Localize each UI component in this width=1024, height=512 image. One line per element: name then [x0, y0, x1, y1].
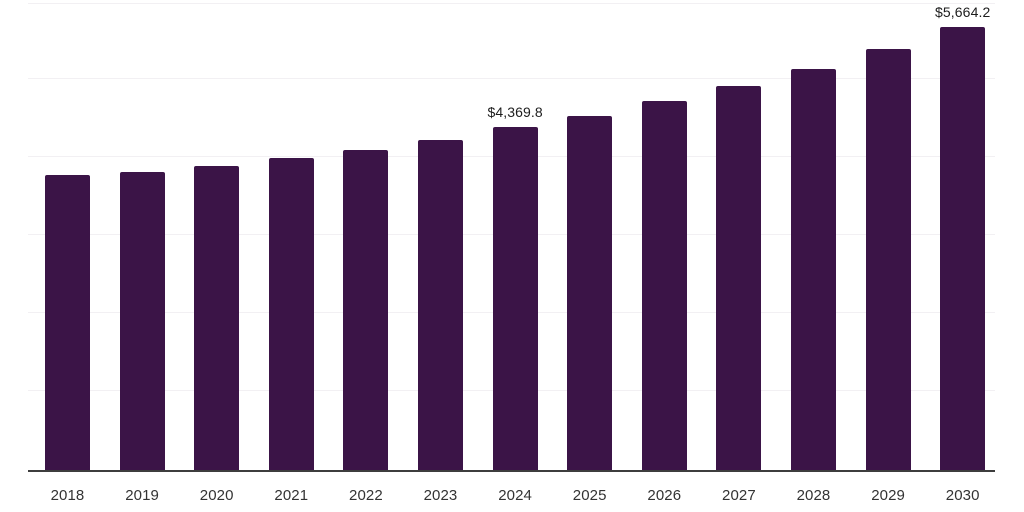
bar-2027[interactable]: [716, 86, 762, 470]
bar-2029[interactable]: [865, 49, 911, 470]
x-axis-line: [28, 470, 995, 472]
bar-2023[interactable]: [418, 140, 463, 470]
x-tick-label-2019: 2019: [125, 487, 159, 504]
x-tick-label-2018: 2018: [50, 487, 85, 504]
x-tick-label-2025: 2025: [572, 487, 607, 504]
bar-2020[interactable]: [194, 166, 240, 470]
x-tick-label-2024: 2024: [498, 487, 532, 504]
bar-2025[interactable]: [567, 116, 613, 470]
x-tick-label-2022: 2022: [349, 487, 383, 504]
gridline: [28, 3, 995, 4]
bar-2026[interactable]: [641, 101, 687, 470]
bar-2019[interactable]: [119, 172, 165, 470]
gridline: [28, 78, 995, 79]
bar-2021[interactable]: [268, 158, 314, 470]
value-label-2030: $5,664.2: [935, 4, 991, 20]
bar-2018[interactable]: [45, 175, 90, 470]
x-tick-label-2020: 2020: [199, 487, 234, 504]
x-tick-label-2027: 2027: [722, 487, 756, 504]
x-tick-label-2030: 2030: [945, 487, 980, 504]
bar-2024[interactable]: [492, 127, 538, 470]
value-label-2024: $4,369.8: [487, 104, 543, 120]
bar-2022[interactable]: [343, 150, 389, 470]
x-tick-label-2028: 2028: [796, 487, 831, 504]
x-tick-label-2021: 2021: [274, 487, 309, 504]
x-tick-label-2029: 2029: [871, 487, 905, 504]
x-tick-label-2023: 2023: [423, 487, 458, 504]
bar-2028[interactable]: [791, 69, 836, 470]
x-tick-label-2026: 2026: [647, 487, 682, 504]
bar-2030[interactable]: [940, 27, 986, 470]
